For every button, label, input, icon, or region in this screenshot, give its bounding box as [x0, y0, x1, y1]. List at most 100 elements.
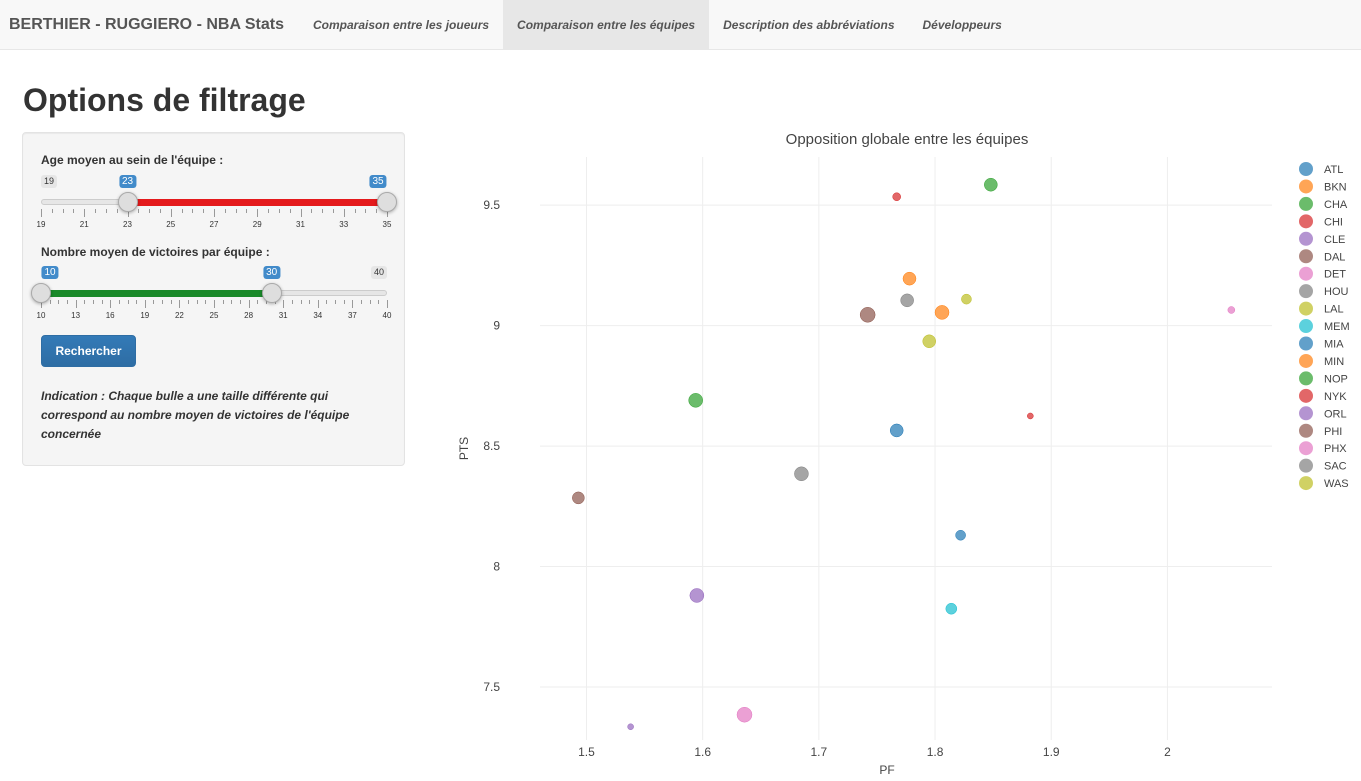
data-point-nop [688, 393, 703, 408]
legend-marker [1299, 371, 1313, 386]
slider-minor-tick [181, 209, 183, 213]
slider-tick-label: 16 [105, 311, 115, 320]
slider-minor-tick [224, 209, 226, 213]
slider-from-handle[interactable] [31, 283, 51, 303]
wins-slider-label: Nombre moyen de victoires par équipe : [41, 245, 270, 259]
legend-item-orl[interactable]: ORL [1299, 406, 1347, 421]
search-button[interactable]: Rechercher [41, 335, 136, 367]
slider-minor-tick [326, 300, 328, 304]
slider-major-tick [41, 300, 42, 308]
tab-developers[interactable]: Développeurs [922, 18, 1002, 32]
legend-label: BKN [1324, 181, 1347, 193]
slider-tick-label: 19 [36, 220, 46, 229]
legend-label: HOU [1324, 286, 1349, 298]
slider-major-tick [84, 209, 86, 217]
legend-label: PHX [1324, 443, 1347, 455]
age-range-slider[interactable]: 19352335192123252729313335 [37, 175, 397, 235]
legend-item-was[interactable]: WAS [1299, 476, 1349, 491]
chart-title: Opposition globale entre les équipes [786, 131, 1029, 148]
slider-minor-tick [378, 300, 380, 304]
brand-title[interactable]: BERTHIER - RUGGIERO - NBA Stats [9, 16, 284, 33]
legend-item-cha[interactable]: CHA [1299, 196, 1348, 211]
slider-tick-label: 25 [166, 220, 176, 229]
slider-tick-label: 37 [347, 311, 357, 320]
slider-tick-label: 21 [79, 220, 89, 229]
slider-major-tick [75, 300, 77, 308]
filter-panel: Age moyen au sein de l'équipe : 19 35 23 35… [22, 132, 405, 466]
slider-range-bar [127, 199, 387, 206]
data-point-orl [689, 588, 705, 603]
legend-item-nyk[interactable]: NYK [1299, 388, 1347, 403]
legend-label: CHA [1324, 199, 1348, 211]
legend-item-chi[interactable]: CHI [1299, 214, 1343, 229]
legend-item-dal[interactable]: DAL [1299, 249, 1345, 264]
slider-tick-label: 19 [140, 311, 150, 320]
tab-player-comparison[interactable]: Comparaison entre les joueurs [312, 18, 490, 32]
legend-item-phi[interactable]: PHI [1299, 423, 1342, 438]
slider-tick-label: 23 [123, 220, 132, 229]
slider-from-handle[interactable] [117, 192, 138, 212]
legend-item-mia[interactable]: MIA [1299, 336, 1344, 351]
legend-item-cle[interactable]: CLE [1299, 231, 1345, 246]
legend-marker [1299, 353, 1313, 368]
data-point-lal [922, 334, 936, 349]
tab-team-comparison[interactable]: Comparaison entre les équipes [503, 0, 710, 50]
slider-to-handle[interactable] [261, 283, 282, 303]
slider-major-tick [352, 300, 354, 308]
slider-to-handle[interactable] [377, 192, 397, 212]
legend-label: DET [1324, 269, 1346, 281]
slider-minor-tick [101, 300, 103, 304]
data-point-phx [736, 706, 753, 723]
slider-minor-tick [95, 209, 97, 213]
legend-marker [1299, 441, 1313, 456]
tab-abbreviations[interactable]: Description des abbréviations [723, 18, 895, 32]
slider-tick-label: 34 [313, 311, 323, 320]
slider-tick-label: 28 [244, 311, 254, 320]
data-point-sac [794, 466, 809, 482]
slider-minor-tick [92, 300, 94, 304]
slider-minor-tick [153, 300, 155, 304]
slider-minor-tick [136, 300, 138, 304]
team-scatter-chart[interactable]: 1.5 1.6 1.7 1.8 1.9 2 7.5 8 8.5 9 9.5 ATL BKN CHA CH… [430, 120, 1361, 781]
slider-tick-label: 40 [382, 311, 392, 320]
legend-item-lal[interactable]: LAL [1299, 301, 1344, 316]
slider-tick-label: 31 [278, 311, 288, 320]
data-point-mem [945, 602, 958, 615]
legend-label: MIA [1324, 339, 1344, 351]
legend-marker [1299, 388, 1313, 403]
legend-item-nop[interactable]: NOP [1299, 371, 1348, 386]
legend-marker [1299, 266, 1313, 281]
legend-item-hou[interactable]: HOU [1299, 284, 1349, 299]
legend-item-mem[interactable]: MEM [1299, 319, 1350, 334]
slider-tick-label: 31 [296, 220, 305, 229]
slider-minor-tick [51, 209, 53, 213]
slider-minor-tick [300, 300, 302, 304]
slider-minor-tick [257, 300, 259, 304]
navbar: BERTHIER - RUGGIERO - NBA Stats Comparai… [0, 0, 1361, 50]
slider-minor-tick [354, 209, 356, 213]
legend-item-phx[interactable]: PHX [1299, 441, 1347, 456]
age-slider-label: Age moyen au sein de l'équipe : [41, 153, 224, 167]
legend-marker [1299, 423, 1313, 438]
wins-range-slider[interactable]: 104010301013161922252831343740 [31, 266, 391, 326]
legend-item-det[interactable]: DET [1299, 266, 1346, 281]
data-point-dal [859, 307, 876, 323]
x-tick-label: 1.9 [1043, 745, 1060, 759]
slider-minor-tick [231, 300, 233, 304]
slider-minor-tick [162, 300, 164, 304]
legend-item-bkn[interactable]: BKN [1299, 179, 1347, 194]
legend-marker [1299, 214, 1313, 229]
data-point-det [1227, 306, 1236, 314]
legend-label: PHI [1324, 426, 1342, 438]
x-tick-label: 2 [1164, 745, 1171, 759]
slider-major-tick [170, 209, 172, 217]
data-point-phi [572, 491, 585, 505]
chart-legend[interactable]: ATL BKN CHA CHI CLE DAL DET HOU LAL MEM MIA MIN NOP N… [1299, 162, 1350, 491]
legend-item-min[interactable]: MIN [1299, 353, 1344, 368]
slider-tick-label: 13 [71, 311, 81, 320]
y-axis-label: PTS [457, 437, 471, 460]
slider-tick-label: 29 [252, 220, 262, 229]
legend-item-atl[interactable]: ATL [1299, 162, 1343, 176]
legend-item-sac[interactable]: SAC [1299, 458, 1347, 473]
slider-minor-tick [116, 209, 118, 213]
